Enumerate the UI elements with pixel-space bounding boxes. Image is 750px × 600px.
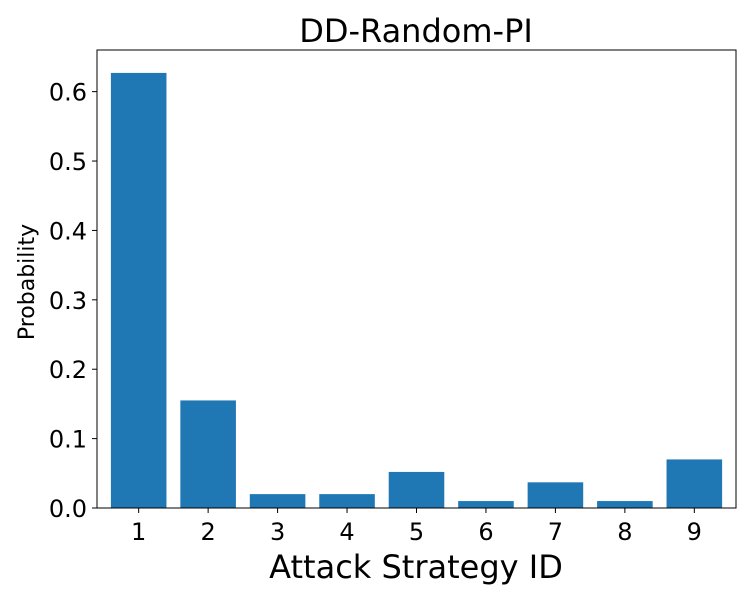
y-tick-label: 0.6 bbox=[49, 79, 87, 107]
x-tick-label: 4 bbox=[339, 518, 354, 546]
plot-frame bbox=[96, 49, 737, 509]
bar-8 bbox=[597, 501, 653, 508]
y-tick-label: 0.1 bbox=[49, 426, 87, 454]
bar-7 bbox=[527, 482, 584, 508]
bar-4 bbox=[319, 494, 375, 508]
y-tick-label: 0.2 bbox=[49, 356, 87, 384]
x-tick-label: 7 bbox=[548, 518, 563, 546]
bars-layer bbox=[110, 72, 723, 509]
x-tick-label: 6 bbox=[478, 518, 493, 546]
x-tick-label: 9 bbox=[687, 518, 702, 546]
y-axis: 0.0 0.1 0.2 0.3 0.4 0.5 0.6 bbox=[49, 79, 97, 523]
y-tick-label: 0.4 bbox=[49, 217, 87, 245]
chart-title: DD-Random-PI bbox=[299, 12, 533, 50]
x-axis-label: Attack Strategy ID bbox=[269, 548, 563, 586]
y-tick-label: 0.3 bbox=[49, 287, 87, 315]
bar-1 bbox=[110, 72, 167, 509]
x-axis: 1 2 3 4 5 6 7 8 9 bbox=[131, 508, 702, 546]
bar-5 bbox=[388, 471, 445, 508]
x-tick-label: 2 bbox=[200, 518, 215, 546]
y-tick-label: 0.0 bbox=[49, 495, 87, 523]
x-tick-label: 5 bbox=[409, 518, 424, 546]
bar-3 bbox=[249, 494, 306, 508]
bar-9 bbox=[666, 459, 723, 508]
y-axis-label: Probability bbox=[15, 224, 40, 340]
x-tick-label: 8 bbox=[617, 518, 632, 546]
x-tick-label: 1 bbox=[131, 518, 146, 546]
bar-6 bbox=[458, 501, 514, 508]
x-tick-label: 3 bbox=[270, 518, 285, 546]
y-tick-label: 0.5 bbox=[49, 148, 87, 176]
bar-2 bbox=[180, 400, 236, 508]
